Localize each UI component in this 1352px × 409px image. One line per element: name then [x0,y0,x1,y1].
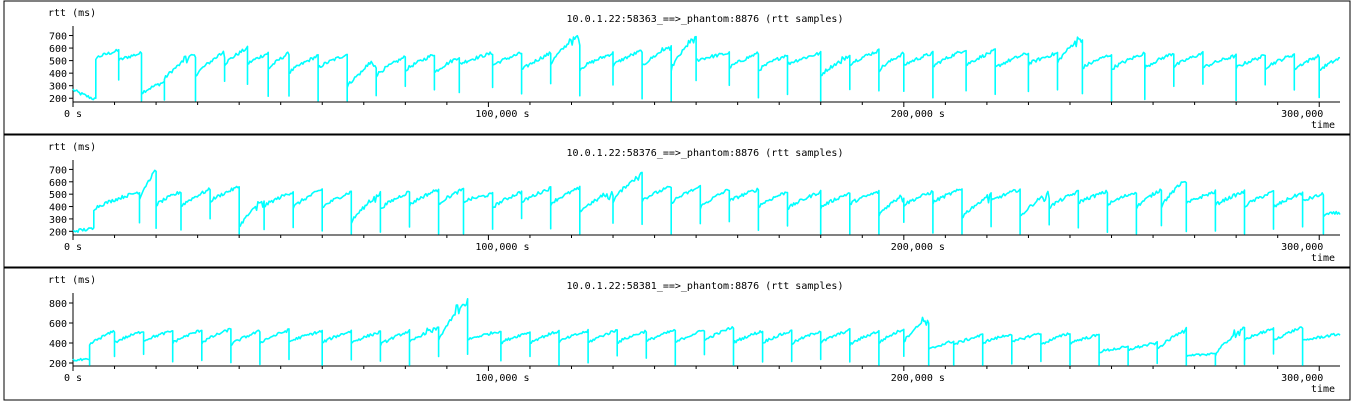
rtt-series [72,34,1341,102]
y-tick-label: 400 [49,69,67,80]
y-tick-label: 200 [49,359,67,370]
panel-frame [3,134,1351,268]
chart-title: 10.0.1.22:58381_==>_phantom:8876 (rtt sa… [567,281,844,292]
y-tick-label: 300 [49,82,67,93]
rtt-series [72,298,1341,366]
panel-frame [3,267,1351,401]
y-tick-label: 300 [49,215,67,226]
x-tick-label: 0 s [64,242,82,253]
y-tick-label: 500 [49,190,67,201]
x-tick-label: 0 s [64,109,82,120]
x-tick-label: 200,000 s [891,242,945,253]
y-tick-label: 600 [49,319,67,330]
x-tick-label: 200,000 s [891,109,945,120]
x-tick-label: 300,000 [1281,373,1323,384]
y-tick-label: 700 [49,165,67,176]
y-tick-label: 700 [49,32,67,43]
x-axis-label: time [1311,384,1335,395]
y-tick-label: 400 [49,339,67,350]
x-tick-label: 200,000 s [891,373,945,384]
chart-title: 10.0.1.22:58376_==>_phantom:8876 (rtt sa… [567,148,844,159]
rtt-panel-3: 10.0.1.22:58381_==>_phantom:8876 (rtt sa… [3,267,1351,401]
rtt-sample-trace [72,34,1341,102]
x-tick-label: 100,000 s [475,109,529,120]
rtt-sample-trace [72,169,1341,235]
panel-frame [3,0,1351,135]
rtt-series [72,169,1341,235]
y-axis-label: rtt (ms) [48,142,96,153]
x-tick-label: 300,000 [1281,242,1323,253]
x-tick-label: 0 s [64,373,82,384]
x-tick-label: 100,000 s [475,242,529,253]
chart-title: 10.0.1.22:58363_==>_phantom:8876 (rtt sa… [567,14,844,25]
x-tick-label: 100,000 s [475,373,529,384]
x-tick-label: 300,000 [1281,109,1323,120]
y-axis-label: rtt (ms) [48,8,96,19]
x-axis-label: time [1311,253,1335,264]
rtt-sample-trace [72,298,1341,366]
x-axis-label: time [1311,120,1335,131]
rtt-panel-2: 10.0.1.22:58376_==>_phantom:8876 (rtt sa… [3,134,1351,268]
y-axis-label: rtt (ms) [48,275,96,286]
y-tick-label: 200 [49,94,67,105]
y-tick-label: 600 [49,44,67,55]
y-tick-label: 600 [49,178,67,189]
y-tick-label: 400 [49,203,67,214]
y-tick-label: 200 [49,227,67,238]
rtt-panel-1: 10.0.1.22:58363_==>_phantom:8876 (rtt sa… [3,0,1351,135]
y-tick-label: 800 [49,299,67,310]
y-tick-label: 500 [49,57,67,68]
